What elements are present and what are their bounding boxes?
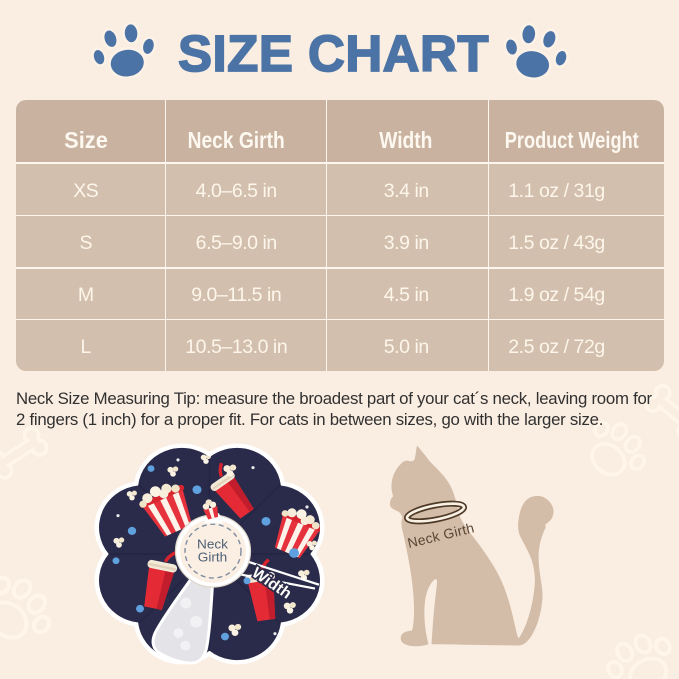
svg-text:Neck: Neck: [197, 537, 228, 552]
svg-text:Girth: Girth: [198, 550, 227, 565]
